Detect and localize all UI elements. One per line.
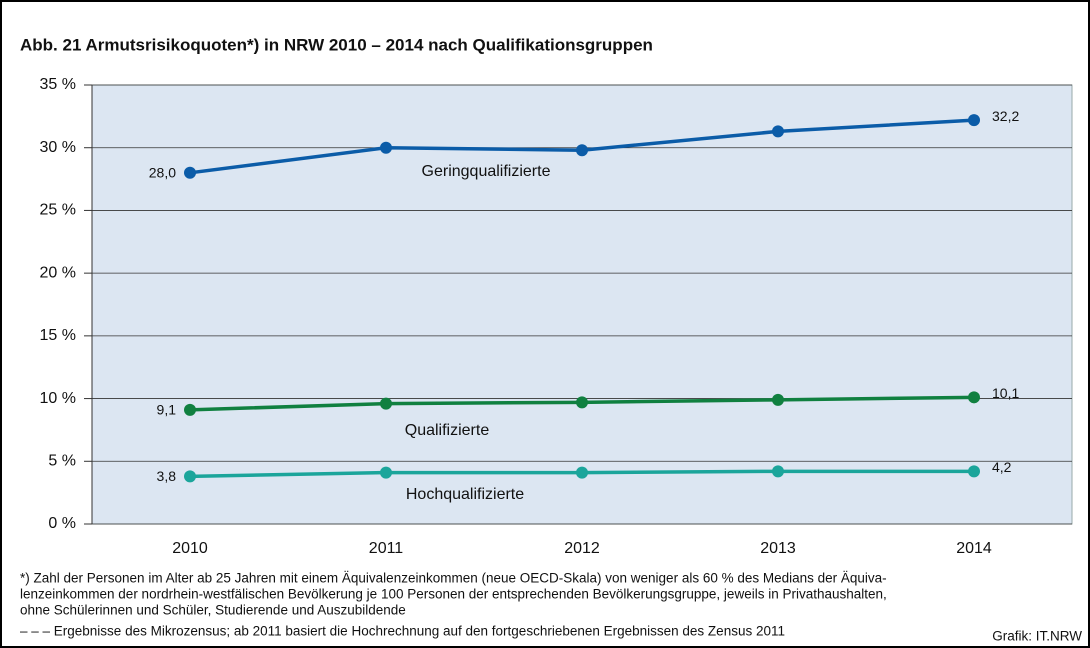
data-point <box>184 470 196 483</box>
data-label: 10,1 <box>992 385 1019 401</box>
data-label: 4,2 <box>992 459 1012 475</box>
y-tick-label: 25 % <box>40 202 76 219</box>
data-point <box>380 397 392 410</box>
y-tick-label: 5 % <box>48 453 76 470</box>
y-tick-label: 35 % <box>40 76 76 93</box>
chart-title: Abb. 21 Armutsrisikoquoten*) in NRW 2010… <box>20 35 653 54</box>
data-point <box>968 114 980 127</box>
series-label: Geringqualifizierte <box>422 163 551 180</box>
data-point <box>576 466 588 479</box>
data-label: 3,8 <box>157 468 177 484</box>
data-point <box>576 396 588 409</box>
y-tick-label: 0 % <box>48 515 76 532</box>
series-label: Qualifizierte <box>405 422 490 439</box>
y-tick-label: 30 % <box>40 139 76 156</box>
data-label: 32,2 <box>992 108 1019 124</box>
x-tick-label: 2010 <box>172 540 208 557</box>
data-point <box>968 391 980 404</box>
source: Grafik: IT.NRW <box>992 629 1082 644</box>
data-point <box>380 466 392 479</box>
data-point <box>184 403 196 416</box>
footnote: ohne Schülerinnen und Schüler, Studieren… <box>20 603 406 618</box>
x-tick-label: 2011 <box>369 540 404 557</box>
data-point <box>576 144 588 157</box>
data-point <box>772 125 784 138</box>
x-tick-label: 2012 <box>564 540 600 557</box>
data-label: 9,1 <box>157 402 177 418</box>
data-point <box>184 166 196 179</box>
data-point <box>772 465 784 478</box>
x-tick-label: 2013 <box>760 540 796 557</box>
y-tick-label: 20 % <box>40 264 76 281</box>
footnote: lenzeinkommen der nordrhein-westfälische… <box>20 587 887 602</box>
y-tick-label: 15 % <box>40 327 76 344</box>
data-point <box>772 393 784 406</box>
x-tick-label: 2014 <box>956 540 992 557</box>
footnote: – – – Ergebnisse des Mikrozensus; ab 201… <box>20 624 785 639</box>
series-label: Hochqualifizierte <box>406 486 524 503</box>
data-point <box>968 465 980 478</box>
data-label: 28,0 <box>149 165 176 181</box>
plot-area <box>91 84 1073 525</box>
footnote: *) Zahl der Personen im Alter ab 25 Jahr… <box>20 571 887 586</box>
data-point <box>380 141 392 154</box>
y-tick-label: 10 % <box>40 390 76 407</box>
